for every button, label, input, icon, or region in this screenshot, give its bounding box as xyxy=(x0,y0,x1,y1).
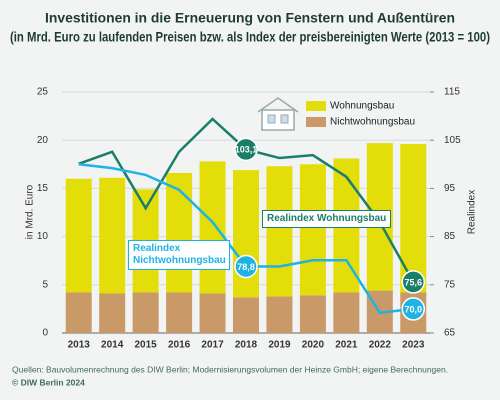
x-tick-label: 2017 xyxy=(201,340,224,351)
y2-tick-label: 65 xyxy=(444,328,456,339)
point-marker xyxy=(401,297,426,321)
point-marker xyxy=(234,254,258,279)
bar-segment xyxy=(233,170,259,298)
y2-tick-label: 115 xyxy=(444,87,460,98)
value-label: 75,6 xyxy=(405,277,423,287)
y2-axis-label: Realindex xyxy=(467,190,478,234)
y-tick-label: 15 xyxy=(37,183,49,194)
y2-tick-label: 105 xyxy=(444,135,461,146)
source-note: Quellen: Bauvolumenrechnung des DIW Berl… xyxy=(12,364,448,374)
bar-segment xyxy=(233,297,259,333)
bar-segment xyxy=(299,295,326,333)
y-tick-label: 20 xyxy=(37,135,49,146)
bar-segment xyxy=(266,296,293,333)
y-tick-label: 0 xyxy=(42,328,48,339)
bar-segment xyxy=(166,172,193,293)
x-tick-label: 2020 xyxy=(302,340,325,351)
chart-subtitle: (in Mrd. Euro zu laufenden Preisen bzw. … xyxy=(10,29,490,45)
copyright: © DIW Berlin 2024 xyxy=(12,377,85,387)
value-label: 78,8 xyxy=(237,262,255,272)
bar-segment xyxy=(65,178,92,293)
x-tick-label: 2023 xyxy=(402,340,425,351)
x-tick-label: 2016 xyxy=(168,340,191,351)
series-callout: Realindex Wohnungsbau xyxy=(262,210,392,228)
legend-swatch xyxy=(306,117,326,127)
chart-title: Investitionen in die Erneuerung von Fens… xyxy=(45,10,455,26)
bar-segment xyxy=(99,293,126,333)
y-tick-label: 5 xyxy=(42,279,48,290)
bar-segment xyxy=(333,292,360,333)
x-tick-label: 2018 xyxy=(235,340,258,351)
x-tick-label: 2022 xyxy=(369,340,392,351)
x-tick-label: 2019 xyxy=(268,340,291,351)
bar-segment xyxy=(299,164,326,296)
x-tick-label: 2013 xyxy=(68,340,91,351)
legend-label: Nichtwohnungsbau xyxy=(330,117,415,128)
y2-tick-label: 95 xyxy=(444,183,456,194)
y2-tick-label: 75 xyxy=(444,279,456,290)
x-tick-label: 2021 xyxy=(335,340,358,351)
bar-segment xyxy=(166,292,193,333)
bar-segment xyxy=(132,292,159,333)
value-label: 103,1 xyxy=(235,145,258,155)
bar-segment xyxy=(199,293,226,333)
point-marker xyxy=(401,270,426,294)
x-tick-label: 2014 xyxy=(101,340,124,351)
legend-swatch xyxy=(306,101,326,111)
y-tick-label: 25 xyxy=(37,87,49,98)
point-marker xyxy=(234,137,258,162)
value-label: 70,0 xyxy=(405,304,423,314)
bar-segment xyxy=(199,161,226,294)
y-axis-label: in Mrd. Euro xyxy=(25,184,36,239)
house-icon xyxy=(257,97,299,131)
bar-segment xyxy=(65,292,92,333)
x-tick-label: 2015 xyxy=(135,340,158,351)
legend-label: Wohnungsbau xyxy=(330,101,394,112)
y2-tick-label: 85 xyxy=(444,231,456,242)
series-callout: Realindex Nichtwohnungsbau xyxy=(128,240,230,270)
bar-segment xyxy=(266,166,293,297)
bar-segment xyxy=(99,177,126,294)
y-tick-label: 10 xyxy=(37,231,49,242)
